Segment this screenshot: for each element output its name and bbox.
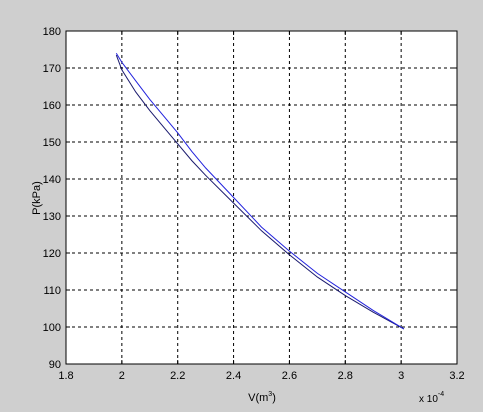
y-tick-label: 90 xyxy=(49,359,61,371)
y-tick-label: 180 xyxy=(43,26,61,38)
series-line-2 xyxy=(115,52,405,330)
x-tick-labels: 1.8 2 2.2 2.4 2.6 2.8 3 3.2 xyxy=(58,370,464,382)
x-tick-label: 3.2 xyxy=(449,370,464,382)
x-tick-label: 2.4 xyxy=(226,370,241,382)
y-tick-label: 100 xyxy=(43,322,61,334)
x-tick-label: 3 xyxy=(398,370,404,382)
x-axis-label: V(m3) xyxy=(248,391,276,404)
y-axis-label: P(kPa) xyxy=(31,181,43,215)
x-tick-label: 1.8 xyxy=(58,370,73,382)
plot-frame xyxy=(65,30,458,365)
grid-lines xyxy=(65,30,458,365)
x-tick-label: 2.8 xyxy=(338,370,353,382)
y-tick-labels: 90 100 110 120 130 140 150 160 170 180 xyxy=(43,26,61,371)
y-tick-label: 130 xyxy=(43,211,61,223)
data-series xyxy=(115,52,405,330)
plot-background xyxy=(66,31,457,364)
y-tick-label: 110 xyxy=(43,285,61,297)
series-line-1 xyxy=(115,54,405,330)
y-tick-label: 150 xyxy=(43,137,61,149)
y-tick-label: 160 xyxy=(43,100,61,112)
x-multiplier-label: x 10-4 xyxy=(419,391,444,405)
x-tick-label: 2 xyxy=(119,370,125,382)
y-tick-label: 120 xyxy=(43,248,61,260)
y-tick-label: 170 xyxy=(43,63,61,75)
x-tick-label: 2.2 xyxy=(170,370,185,382)
y-tick-label: 140 xyxy=(43,174,61,186)
x-tick-label: 2.6 xyxy=(282,370,297,382)
